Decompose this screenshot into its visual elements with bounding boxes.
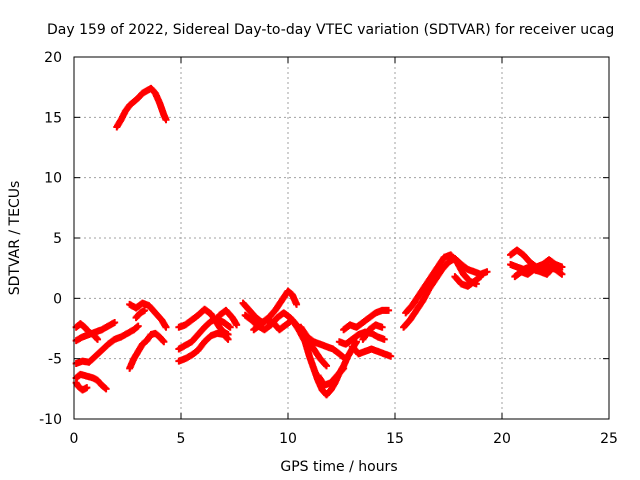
data-point bbox=[558, 270, 566, 278]
series-arc-8 bbox=[126, 329, 168, 372]
y-tick-label: 20 bbox=[44, 50, 62, 66]
series-arc-12 bbox=[175, 329, 232, 365]
data-point bbox=[134, 322, 142, 330]
y-tick-label: 0 bbox=[53, 291, 62, 307]
series-arc-11 bbox=[175, 315, 234, 353]
x-tick-label: 20 bbox=[493, 431, 511, 447]
y-tick-label: -10 bbox=[39, 412, 62, 428]
data-point bbox=[380, 335, 388, 343]
data-point bbox=[385, 306, 393, 314]
series-arc-25 bbox=[451, 273, 485, 290]
x-tick-label: 0 bbox=[70, 431, 79, 447]
chart-title: Day 159 of 2022, Sidereal Day-to-day VTE… bbox=[47, 22, 614, 38]
data-point bbox=[102, 385, 110, 393]
data-point bbox=[556, 265, 564, 273]
data-point bbox=[387, 352, 395, 360]
series-arc-3 bbox=[72, 318, 119, 345]
data-point bbox=[483, 268, 491, 276]
data-point bbox=[224, 335, 232, 343]
y-tick-label: -5 bbox=[48, 352, 62, 368]
data-point bbox=[162, 323, 170, 331]
y-axis-title: SDTVAR / TECUs bbox=[7, 181, 23, 296]
series-arc-23 bbox=[400, 255, 491, 331]
series-arc-1 bbox=[72, 370, 110, 393]
data-point bbox=[83, 384, 91, 392]
data-point bbox=[378, 323, 386, 331]
y-tick-label: 15 bbox=[44, 110, 62, 126]
data-point bbox=[340, 364, 348, 372]
data-point bbox=[160, 338, 168, 346]
series-arc-28 bbox=[511, 263, 564, 281]
x-tick-label: 15 bbox=[386, 431, 404, 447]
y-tick-label: 10 bbox=[44, 171, 62, 187]
series-arc-17 bbox=[297, 323, 348, 361]
data-point bbox=[323, 362, 331, 370]
x-tick-label: 10 bbox=[279, 431, 297, 447]
series-arc-21 bbox=[340, 306, 393, 334]
data-point bbox=[111, 318, 119, 326]
data-point bbox=[162, 116, 170, 124]
data-points bbox=[72, 84, 566, 399]
axis-ticks: 0 5 10 15 20 25 -10 -5 0 5 10 15 20 bbox=[39, 50, 618, 447]
series-arc-6 bbox=[113, 84, 170, 131]
data-point bbox=[293, 300, 301, 308]
series-arc-22 bbox=[359, 321, 386, 343]
data-point bbox=[477, 273, 485, 281]
series-arc-9 bbox=[132, 306, 149, 322]
x-tick-label: 25 bbox=[600, 431, 618, 447]
series-arc-13 bbox=[216, 306, 241, 329]
data-point bbox=[94, 335, 102, 343]
series-arc-24 bbox=[402, 251, 480, 317]
series-arc-19 bbox=[335, 328, 388, 348]
data-point bbox=[340, 353, 348, 361]
data-point bbox=[226, 323, 234, 331]
x-axis-title: GPS time / hours bbox=[280, 459, 397, 475]
grid-lines bbox=[74, 57, 609, 419]
data-point bbox=[233, 321, 241, 329]
series-arc-2 bbox=[72, 379, 91, 394]
series-arc-5 bbox=[72, 322, 142, 367]
x-tick-label: 5 bbox=[177, 431, 186, 447]
series-arc-7 bbox=[126, 299, 170, 331]
data-point bbox=[141, 306, 149, 314]
y-tick-label: 5 bbox=[53, 231, 62, 247]
series-arc-18 bbox=[314, 364, 348, 389]
series-arc-20 bbox=[348, 343, 395, 360]
series-arc-4 bbox=[72, 320, 102, 343]
